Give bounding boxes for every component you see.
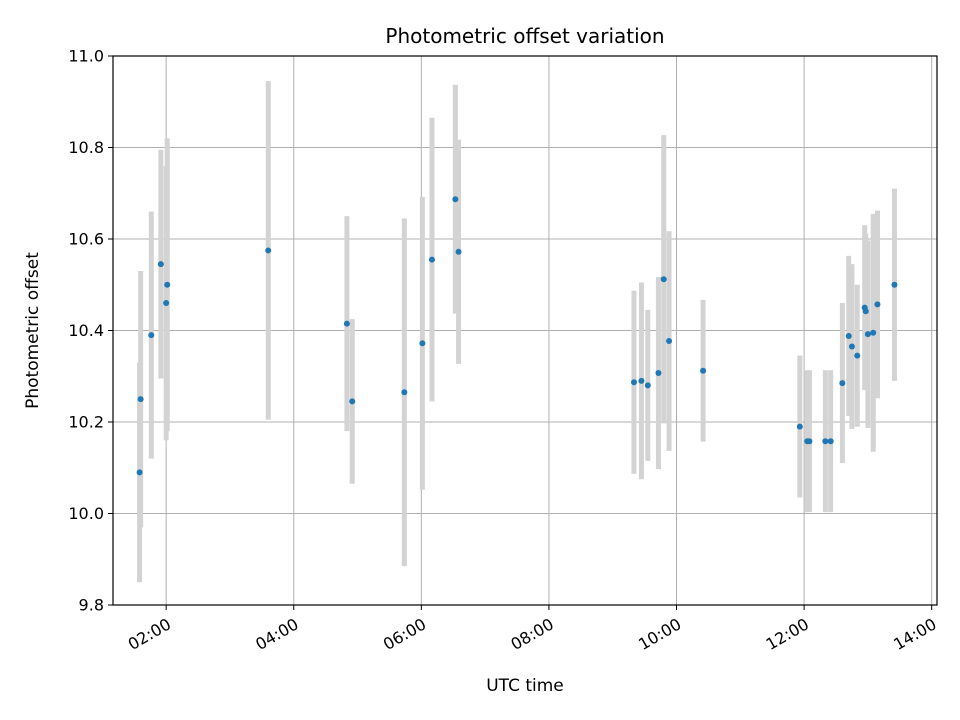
y-tick-label: 10.0: [68, 504, 104, 523]
chart-title: Photometric offset variation: [385, 24, 664, 48]
y-tick-label: 10.6: [68, 230, 104, 249]
data-point: [864, 331, 871, 338]
data-point: [157, 261, 164, 268]
x-tick-label: 14:00: [890, 614, 939, 654]
x-tick-label: 06:00: [380, 614, 429, 654]
data-point: [163, 300, 170, 307]
y-tick-label: 11.0: [68, 47, 104, 66]
data-point: [822, 438, 829, 445]
data-point: [343, 320, 350, 327]
data-point: [164, 281, 171, 288]
data-point: [827, 438, 834, 445]
data-point: [666, 338, 673, 345]
data-points: [136, 196, 898, 476]
data-point: [644, 382, 651, 389]
data-point: [630, 379, 637, 386]
data-point: [638, 377, 645, 384]
data-point: [419, 340, 426, 347]
data-point: [700, 367, 707, 374]
grid: [113, 55, 937, 606]
x-tick-label: 08:00: [507, 614, 556, 654]
x-axis-title: UTC time: [486, 676, 564, 696]
data-point: [148, 332, 155, 339]
data-point: [137, 396, 144, 403]
y-axis-ticks: 9.8 10.0 10.2 10.4 10.6 10.8 11.0: [68, 47, 113, 615]
x-tick-label: 12:00: [763, 614, 812, 654]
data-point: [848, 343, 855, 350]
data-point: [874, 301, 881, 308]
data-point: [839, 380, 846, 387]
data-point: [655, 370, 662, 377]
x-tick-label: 04:00: [252, 614, 301, 654]
error-bars: [137, 81, 897, 583]
data-point: [265, 247, 272, 254]
x-tick-label: 10:00: [635, 614, 684, 654]
y-tick-label: 10.2: [68, 413, 104, 432]
x-tick-label: 02:00: [125, 614, 174, 654]
x-axis-ticks: 02:00 04:00 06:00 08:00 10:00 12:00 14:00: [125, 605, 940, 654]
data-point: [455, 248, 462, 255]
data-point: [862, 308, 869, 315]
data-point: [806, 438, 813, 445]
y-tick-label: 10.8: [68, 138, 104, 157]
data-point: [349, 398, 356, 405]
data-point: [660, 276, 667, 283]
data-point: [401, 389, 408, 396]
y-tick-label: 10.4: [68, 321, 104, 340]
data-point: [870, 329, 877, 336]
data-point: [891, 281, 898, 288]
data-point: [796, 423, 803, 430]
data-point: [845, 332, 852, 339]
y-tick-label: 9.8: [79, 596, 104, 615]
data-point: [428, 256, 435, 263]
data-point: [854, 352, 861, 359]
data-point: [136, 469, 143, 476]
data-point: [452, 196, 459, 203]
y-axis-title: Photometric offset: [23, 252, 43, 409]
